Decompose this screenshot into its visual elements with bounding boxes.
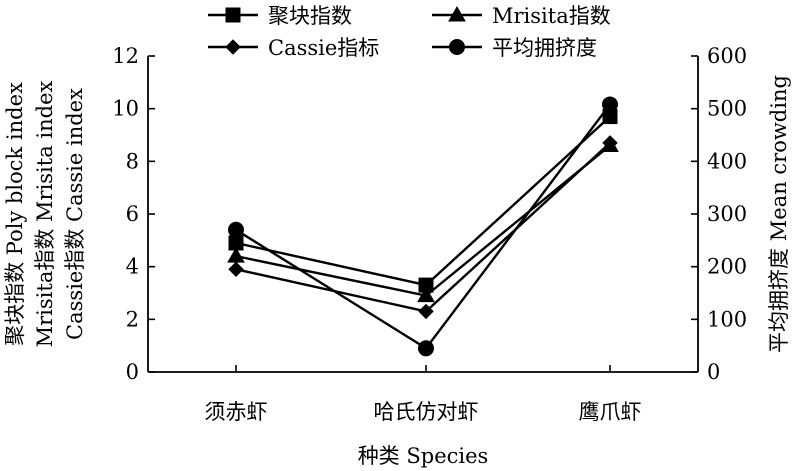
legend: 聚块指数 Mrisita指数 Cassie指标 平均拥挤度	[208, 4, 611, 60]
legend-label: 聚块指数	[268, 4, 352, 28]
left-tick-label: 10	[112, 97, 139, 121]
series-line-1	[235, 115, 611, 287]
left-tick-label: 6	[126, 202, 139, 226]
data-point-diamond	[602, 135, 618, 151]
right-tick-label: 100	[707, 307, 747, 331]
legend-marker-square	[225, 7, 241, 23]
right-tick-label: 300	[707, 202, 747, 226]
left-axis-title: Mrisita指数 Mrisita index	[33, 80, 57, 347]
data-point-circle	[418, 340, 434, 357]
data-point-diamond	[418, 303, 434, 320]
data-point-triangle	[417, 286, 435, 303]
legend-label: Cassie指标	[268, 36, 379, 60]
legend-item: Mrisita指数	[432, 4, 611, 28]
right-tick-label: 0	[707, 360, 720, 384]
right-tick-label: 500	[707, 97, 747, 121]
x-axis-title: 种类 Species	[358, 444, 489, 468]
left-axis-title: Cassie指数 Cassie index	[63, 88, 87, 340]
legend-item: Cassie指标	[208, 36, 379, 60]
left-tick-label: 0	[126, 360, 139, 384]
series	[227, 96, 619, 357]
legend-item: 平均拥挤度	[432, 36, 597, 60]
legend-item: 聚块指数	[208, 4, 352, 28]
legend-marker-triangle	[448, 5, 466, 22]
right-tick-label: 400	[707, 149, 747, 173]
right-axis-title: 平均拥挤度 Mean crowding	[767, 75, 791, 353]
x-tick-label: 鹰爪虾	[579, 400, 642, 424]
x-tick-label: 哈氏仿对虾	[374, 400, 479, 424]
right-tick-label: 600	[707, 44, 747, 68]
legend-label: 平均拥挤度	[492, 36, 597, 60]
left-tick-label: 2	[126, 307, 139, 331]
legend-label: Mrisita指数	[492, 4, 611, 28]
left-tick-label: 12	[112, 44, 139, 68]
ticks: 0 2 4 6 8 10 12 0 100 200 300 400 500 600 须赤虾 哈氏仿对虾 鹰爪虾	[112, 44, 747, 424]
axis-titles: 种类 Species 聚块指数 Poly block index Mrisita指数…	[3, 75, 791, 468]
x-tick-label: 须赤虾	[205, 400, 268, 424]
legend-marker-circle	[449, 39, 465, 55]
left-tick-label: 4	[126, 255, 139, 279]
right-tick-label: 200	[707, 255, 747, 279]
data-point-circle	[602, 96, 618, 113]
left-tick-label: 8	[126, 149, 139, 173]
data-point-diamond	[228, 261, 244, 278]
legend-marker-diamond	[225, 39, 241, 55]
left-axis-title: 聚块指数 Poly block index	[3, 82, 27, 346]
data-point-circle	[228, 221, 244, 238]
